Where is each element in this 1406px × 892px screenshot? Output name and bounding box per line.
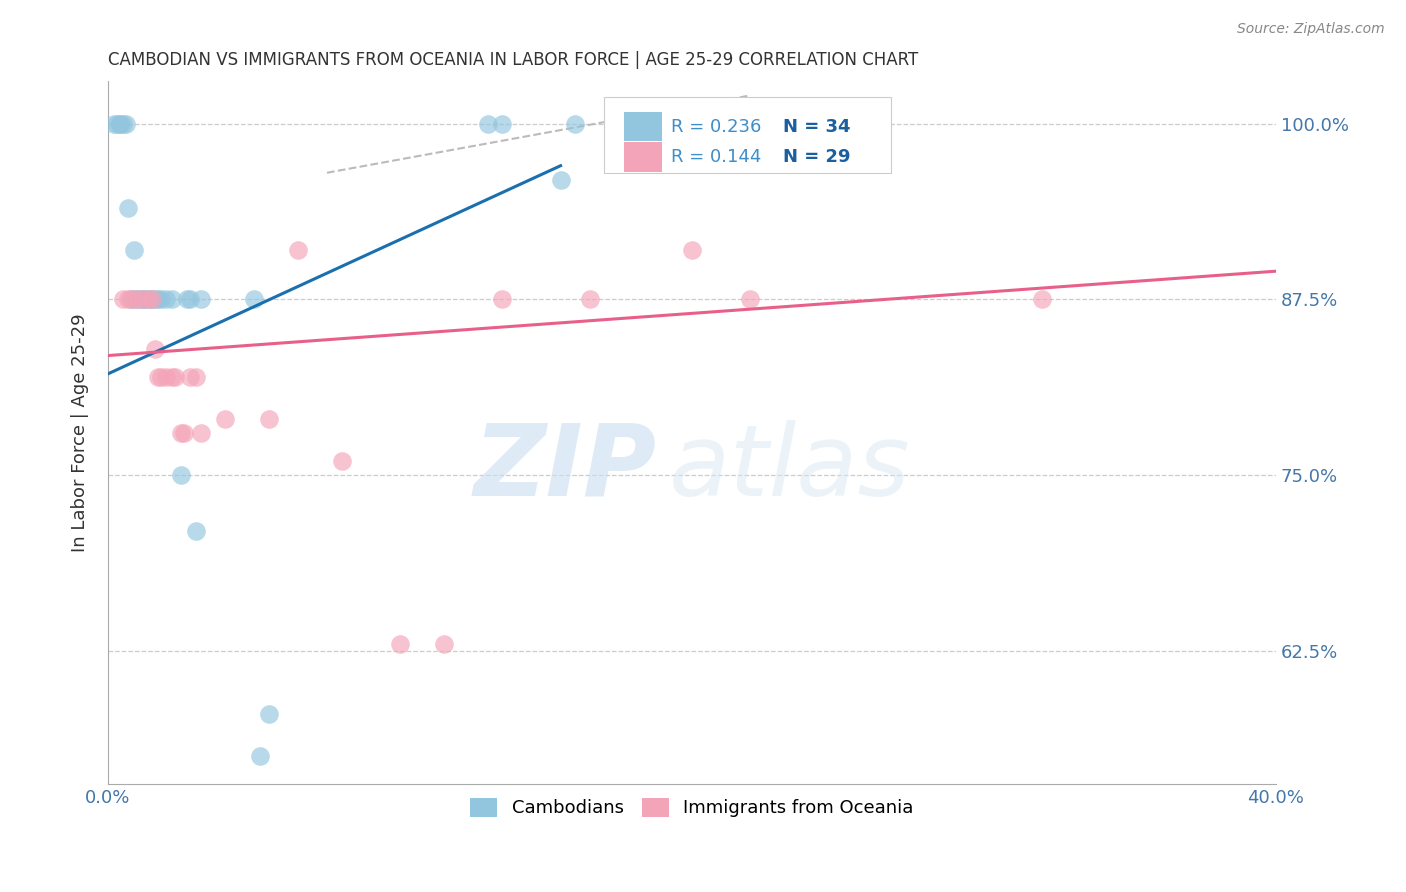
Point bbox=[170, 425, 193, 440]
Point bbox=[111, 293, 134, 307]
Point bbox=[141, 293, 163, 307]
Point bbox=[330, 454, 353, 468]
Point bbox=[138, 293, 160, 307]
Text: R = 0.144: R = 0.144 bbox=[671, 148, 761, 166]
Point bbox=[165, 369, 187, 384]
Point bbox=[127, 293, 149, 307]
Point bbox=[681, 243, 703, 257]
Point bbox=[184, 369, 207, 384]
Point bbox=[146, 293, 169, 307]
Point bbox=[114, 116, 136, 130]
Point bbox=[129, 293, 152, 307]
Point bbox=[143, 293, 166, 307]
Point bbox=[477, 116, 499, 130]
Point bbox=[491, 116, 513, 130]
Text: N = 34: N = 34 bbox=[783, 118, 851, 136]
Point bbox=[122, 293, 145, 307]
Point bbox=[132, 293, 155, 307]
Point bbox=[249, 749, 271, 764]
Point bbox=[184, 524, 207, 539]
Point bbox=[105, 116, 128, 130]
Point bbox=[257, 412, 280, 426]
Point bbox=[1031, 293, 1053, 307]
Point bbox=[388, 637, 411, 651]
Legend: Cambodians, Immigrants from Oceania: Cambodians, Immigrants from Oceania bbox=[463, 791, 921, 824]
Point bbox=[143, 342, 166, 356]
Point bbox=[243, 293, 266, 307]
Point bbox=[155, 293, 177, 307]
Point bbox=[149, 293, 172, 307]
Point bbox=[117, 201, 139, 215]
Point bbox=[135, 293, 157, 307]
Point bbox=[111, 116, 134, 130]
Point bbox=[132, 293, 155, 307]
Bar bbox=[624, 142, 662, 171]
Y-axis label: In Labor Force | Age 25-29: In Labor Force | Age 25-29 bbox=[72, 314, 89, 552]
Point bbox=[149, 369, 172, 384]
Point bbox=[740, 293, 762, 307]
Point bbox=[146, 369, 169, 384]
Point bbox=[117, 293, 139, 307]
Text: N = 29: N = 29 bbox=[783, 148, 851, 166]
Point bbox=[141, 293, 163, 307]
Point bbox=[287, 243, 309, 257]
Point bbox=[179, 293, 201, 307]
Point bbox=[138, 293, 160, 307]
Point bbox=[578, 293, 600, 307]
FancyBboxPatch shape bbox=[605, 97, 890, 173]
Point bbox=[170, 468, 193, 483]
Text: ZIP: ZIP bbox=[474, 419, 657, 516]
Point bbox=[103, 116, 125, 130]
Text: CAMBODIAN VS IMMIGRANTS FROM OCEANIA IN LABOR FORCE | AGE 25-29 CORRELATION CHAR: CAMBODIAN VS IMMIGRANTS FROM OCEANIA IN … bbox=[108, 51, 918, 69]
Point bbox=[127, 293, 149, 307]
Point bbox=[564, 116, 586, 130]
Point bbox=[132, 293, 155, 307]
Point bbox=[155, 369, 177, 384]
Point bbox=[120, 293, 142, 307]
Point bbox=[190, 293, 212, 307]
Point bbox=[491, 293, 513, 307]
Point bbox=[190, 425, 212, 440]
Point bbox=[108, 116, 131, 130]
Text: R = 0.236: R = 0.236 bbox=[671, 118, 761, 136]
Point bbox=[179, 369, 201, 384]
Point bbox=[257, 707, 280, 722]
Point bbox=[108, 116, 131, 130]
Text: Source: ZipAtlas.com: Source: ZipAtlas.com bbox=[1237, 22, 1385, 37]
Text: atlas: atlas bbox=[669, 419, 910, 516]
Point bbox=[550, 173, 572, 187]
Point bbox=[176, 293, 198, 307]
Point bbox=[214, 412, 236, 426]
Point bbox=[160, 293, 183, 307]
Bar bbox=[624, 112, 662, 141]
Point bbox=[120, 293, 142, 307]
Point bbox=[173, 425, 195, 440]
Point bbox=[160, 369, 183, 384]
Point bbox=[433, 637, 456, 651]
Point bbox=[122, 243, 145, 257]
